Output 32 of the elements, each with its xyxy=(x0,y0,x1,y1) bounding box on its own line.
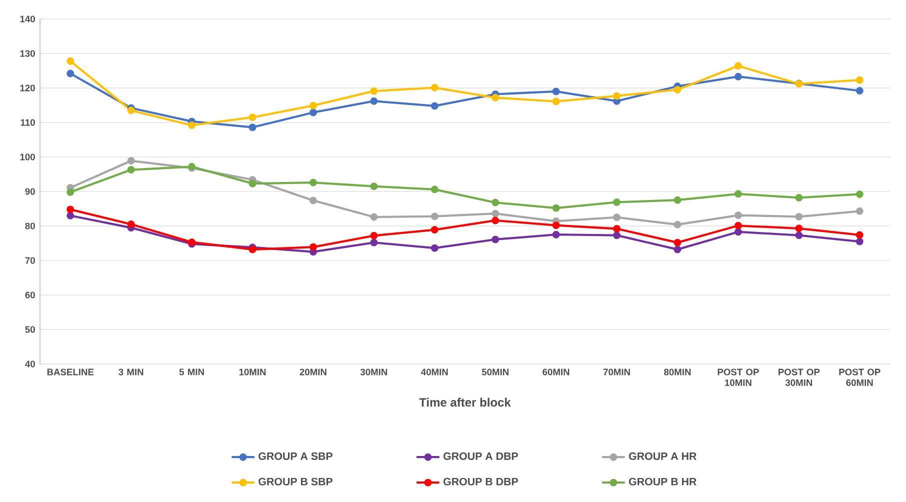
y-tick-label: 90 xyxy=(25,188,35,195)
x-tick-label: 5 MIN xyxy=(179,368,204,376)
y-tick-label: 130 xyxy=(20,50,35,57)
x-tick-label: 80MIN xyxy=(664,368,691,376)
x-tick-label: 10MIN xyxy=(239,368,266,376)
y-tick-label: 60 xyxy=(25,292,35,298)
x-tick-label: 30MIN xyxy=(360,368,388,376)
x-tick-label: POST OP 30MIN xyxy=(778,368,820,386)
x-tick-label: 50MIN xyxy=(482,368,508,376)
legend-label: GROUP A HR xyxy=(629,452,696,460)
x-tick-label: 60MIN xyxy=(542,368,570,376)
y-tick-label: 140 xyxy=(20,16,35,22)
x-tick-label: 3 MIN xyxy=(118,368,144,376)
y-tick-label: 80 xyxy=(25,222,35,230)
legend-label: GROUP A SBP xyxy=(258,452,332,460)
x-tick-label: 40MIN xyxy=(421,368,448,376)
x-tick-label: 70MIN xyxy=(603,368,630,376)
y-tick-label: 50 xyxy=(25,326,35,333)
legend-label: GROUP B HR xyxy=(629,478,696,486)
y-tick-label: 110 xyxy=(20,119,35,126)
x-tick-label: BASELINE xyxy=(47,368,94,376)
y-tick-label: 100 xyxy=(20,154,35,160)
x-axis-title: Time after block xyxy=(419,398,511,407)
legend-label: GROUP B SBP xyxy=(258,478,332,486)
y-tick-label: 120 xyxy=(20,84,35,92)
x-tick-label: POST OP 10MIN xyxy=(718,368,759,386)
y-tick-label: 40 xyxy=(25,360,35,368)
legend-label: GROUP A DBP xyxy=(444,452,518,460)
legend-label: GROUP B DBP xyxy=(444,478,518,486)
y-tick-label: 70 xyxy=(25,257,35,264)
x-tick-label: POST OP 60MIN xyxy=(839,368,880,386)
x-tick-label: 20MIN xyxy=(300,368,326,376)
